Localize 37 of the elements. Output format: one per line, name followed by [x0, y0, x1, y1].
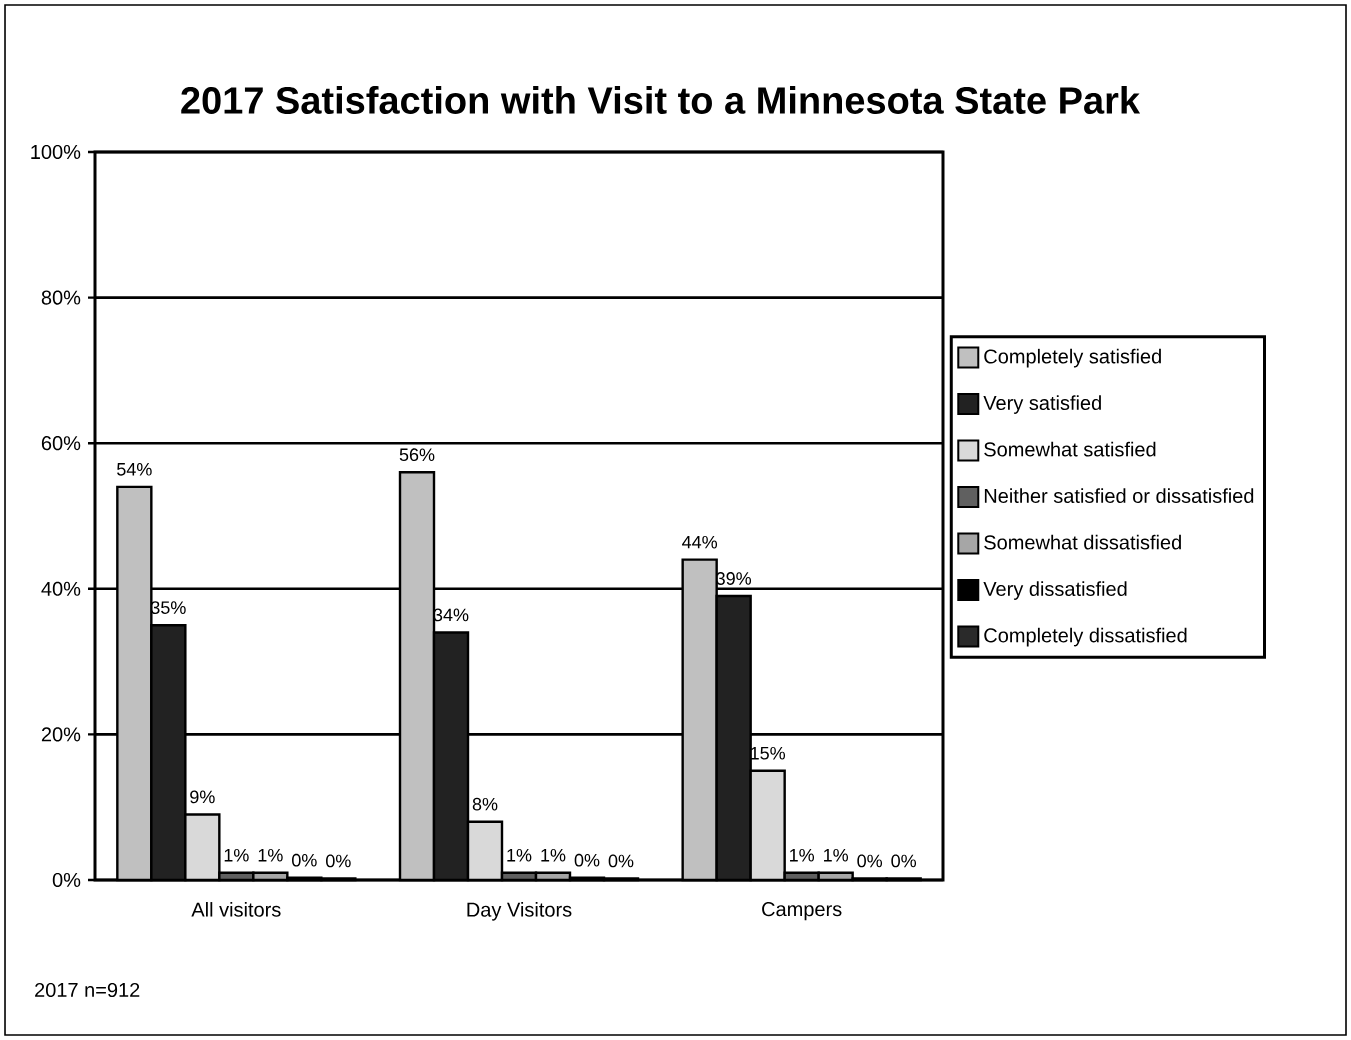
y-tick-label: 20% — [41, 727, 81, 742]
data-label: 0% — [292, 853, 317, 867]
data-label: 0% — [608, 854, 634, 868]
legend-label: Very satisfied — [983, 395, 1101, 414]
legend-label: Completely dissatisfied — [984, 627, 1187, 647]
y-tick-label: 60% — [41, 436, 81, 451]
legend-label: Very dissatisfied — [983, 581, 1127, 600]
data-label: 0% — [326, 854, 351, 868]
chart-title: 2017 Satisfaction with Visit to a Minnesota State Park — [181, 86, 1141, 114]
legend-label: Somewhat satisfied — [984, 441, 1156, 457]
x-tick-label: All visitors — [191, 902, 281, 917]
x-tick-label: Day Visitors — [467, 902, 572, 921]
data-label: 0% — [891, 854, 917, 868]
data-label: 44% — [682, 535, 718, 549]
data-label: 0% — [574, 853, 600, 867]
y-tick-label: 100% — [31, 144, 81, 160]
data-label: 1% — [790, 848, 815, 862]
data-label: 54% — [117, 463, 152, 476]
data-label: 9% — [190, 790, 215, 804]
legend-label: Somewhat dissatisfied — [984, 534, 1181, 550]
legend-label: Neither satisfied or dissatisfied — [984, 488, 1254, 503]
data-label: 34% — [433, 608, 469, 622]
data-label: 8% — [472, 797, 498, 811]
data-label: 1% — [224, 848, 249, 862]
data-label: 56% — [399, 448, 435, 462]
data-label: 1% — [541, 848, 566, 862]
data-label: 35% — [151, 601, 186, 614]
data-label: 0% — [857, 854, 883, 868]
text: 2017 n=912 — [35, 982, 140, 998]
data-label: 1% — [824, 848, 849, 862]
y-tick-label: 0% — [52, 872, 81, 888]
legend-label: Completely satisfied — [984, 348, 1161, 368]
data-label: 1% — [507, 848, 532, 862]
y-tick-label: 40% — [41, 581, 81, 596]
x-tick-label: Campers — [762, 902, 842, 921]
y-tick-label: 80% — [41, 290, 81, 305]
data-label: 1% — [258, 848, 283, 862]
